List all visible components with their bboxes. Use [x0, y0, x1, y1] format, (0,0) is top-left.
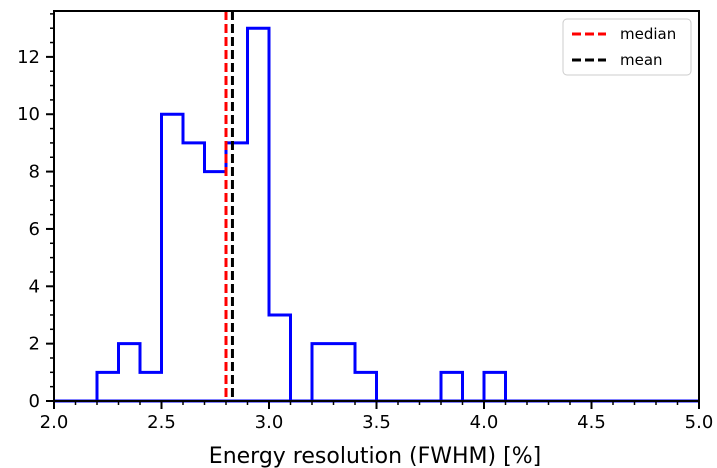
y-tick-label: 0	[29, 391, 40, 412]
histogram-bin	[140, 372, 162, 401]
x-tick-label: 3.0	[255, 412, 284, 433]
histogram-bin	[269, 315, 291, 401]
histogram-bin	[441, 372, 463, 401]
histogram-bin	[119, 344, 141, 401]
histogram-bin	[183, 143, 205, 401]
histogram-steps	[95, 26, 507, 401]
x-tick-label: 2.0	[40, 412, 69, 433]
histogram-bin	[97, 372, 119, 401]
axes: 2.0 2.5 3.0 3.5 4.0 4.5 5.0 0 2 4 6 8 10 12	[17, 10, 714, 433]
histogram-bin	[355, 372, 377, 401]
legend-median-label: median	[620, 25, 676, 43]
x-tick-label: 2.5	[147, 412, 176, 433]
y-tick-label: 4	[29, 276, 40, 297]
histogram-bin	[205, 172, 227, 401]
x-tick-label: 4.0	[470, 412, 499, 433]
histogram-bin	[312, 344, 334, 401]
histogram-bin	[334, 344, 356, 401]
legend-box	[562, 18, 692, 76]
x-tick-label: 5.0	[685, 412, 714, 433]
histogram-bin	[226, 143, 248, 401]
x-tick-label: 3.5	[362, 412, 391, 433]
legend-mean-label: mean	[620, 51, 663, 69]
histogram-bin	[162, 114, 184, 401]
histogram-bin	[484, 372, 506, 401]
y-tick-label: 10	[17, 104, 40, 125]
y-tick-label: 8	[29, 162, 40, 183]
y-tick-label: 2	[29, 334, 40, 355]
y-tick-label: 12	[17, 47, 40, 68]
legend: median mean	[562, 18, 692, 76]
histogram-bin	[248, 28, 270, 401]
y-tick-label: 6	[29, 219, 40, 240]
x-axis-label: Energy resolution (FWHM) [%]	[209, 444, 541, 468]
x-tick-label: 4.5	[577, 412, 606, 433]
